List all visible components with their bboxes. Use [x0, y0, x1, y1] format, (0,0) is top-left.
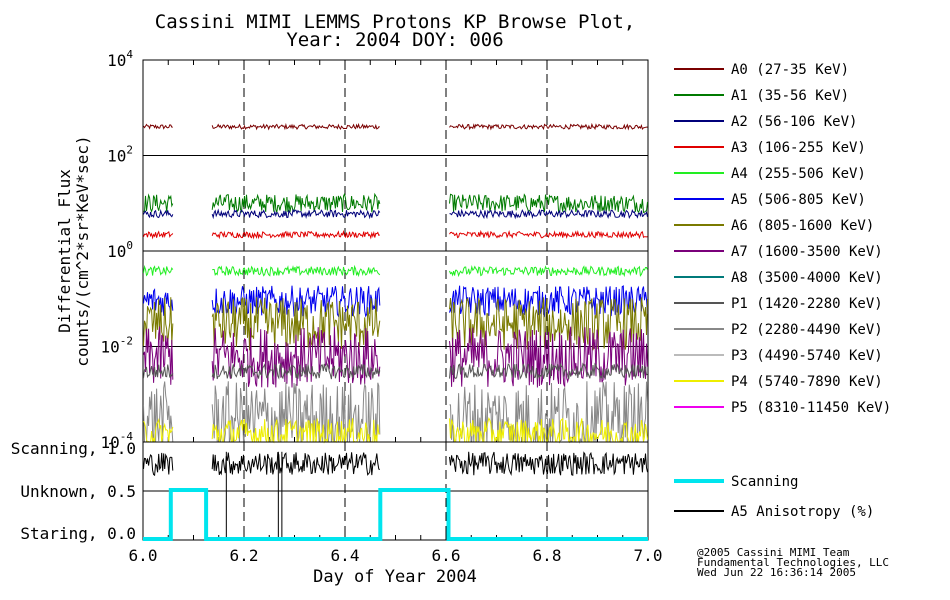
series-a4-line — [143, 264, 648, 278]
series-scanning-line — [143, 488, 648, 541]
status-y-tick-label: Unknown, 0.5 — [20, 482, 136, 501]
status-series-group — [143, 451, 648, 541]
x-tick-label: 6.0 — [129, 546, 158, 565]
flux-y-tick-label: 104 — [107, 48, 133, 70]
x-tick-label: 6.6 — [432, 546, 461, 565]
x-tick-labels: 6.0 6.2 6.4 6.6 6.8 7.0 — [129, 546, 663, 565]
flux-y-tick-label: 102 — [107, 144, 133, 166]
flux-series-group — [143, 122, 648, 444]
credit-line-2: Fundamental Technologies, LLC — [697, 556, 889, 569]
flux-y-tick-labels: 104 102 100 10-2 10-4 — [100, 48, 133, 452]
legend-label-a7: A7 (1600-3500 KeV) — [731, 244, 883, 260]
legend-label-a2: A2 (56-106 KeV) — [731, 114, 857, 130]
legend-label-a1: A1 (35-56 KeV) — [731, 88, 849, 104]
x-tick-label: 6.4 — [331, 546, 360, 565]
series-a5-line — [143, 285, 648, 318]
series-a2-line — [143, 208, 648, 220]
flux-y-axis-label-line1: Differential Flux — [55, 169, 74, 333]
legend-label-a8: A8 (3500-4000 KeV) — [731, 270, 883, 286]
status-y-tick-label: Staring, 0.0 — [20, 524, 136, 543]
flux-y-tick-label: 10-4 — [100, 430, 133, 452]
legend-label-p3: P3 (4490-5740 KeV) — [731, 348, 883, 364]
x-tick-label: 6.2 — [230, 546, 259, 565]
status-y-tick-labels: Scanning, 1.0 Unknown, 0.5 Staring, 0.0 — [11, 439, 136, 543]
series-a0-line — [143, 122, 648, 131]
legend-label-p4: P4 (5740-7890 KeV) — [731, 374, 883, 390]
x-tick-label: 6.8 — [533, 546, 562, 565]
flux-panel: 104 102 100 10-2 10-4 Differential Flux coun… — [55, 48, 649, 452]
legend-label-a0: A0 (27-35 KeV) — [731, 62, 849, 78]
x-tick-label: 7.0 — [634, 546, 663, 565]
legend-label-anisotropy: A5 Anisotropy (%) — [731, 504, 874, 520]
credit-line-1: @2005 Cassini MIMI Team — [697, 546, 850, 559]
legend-label-p1: P1 (1420-2280 KeV) — [731, 296, 883, 312]
x-axis-label: Day of Year 2004 — [313, 567, 477, 587]
flux-y-tick-label: 10-2 — [100, 335, 133, 357]
status-y-tick-label: Scanning, 1.0 — [11, 439, 136, 458]
series-p1-line — [143, 362, 648, 380]
series-a3-line — [143, 229, 648, 240]
chart-title-line2: Year: 2004 DOY: 006 — [286, 29, 503, 51]
legend-label-scanning: Scanning — [731, 474, 798, 490]
series-anisotropy-line — [143, 451, 648, 477]
status-legend: Scanning A5 Anisotropy (%) — [674, 474, 874, 520]
status-panel: Scanning, 1.0 Unknown, 0.5 Staring, 0.0 6.… — [11, 439, 663, 587]
series-a6-line — [143, 296, 648, 351]
credit-block: @2005 Cassini MIMI Team Fundamental Tech… — [697, 546, 889, 579]
legend-label-a4: A4 (255-506 KeV) — [731, 166, 866, 182]
legend-label-a3: A3 (106-255 KeV) — [731, 140, 866, 156]
credit-line-3: Wed Jun 22 16:36:14 2005 — [697, 566, 856, 579]
legend-label-a6: A6 (805-1600 KeV) — [731, 218, 874, 234]
flux-y-tick-label: 100 — [107, 239, 133, 261]
chart-title-line1: Cassini MIMI LEMMS Protons KP Browse Plo… — [155, 11, 635, 33]
series-p2-line — [143, 381, 648, 444]
flux-y-axis-label-line2: counts/(cm^2*sr*KeV*sec) — [73, 135, 92, 366]
legend-label-a5: A5 (506-805 KeV) — [731, 192, 866, 208]
flux-gridlines — [142, 60, 649, 442]
legend-label-p5: P5 (8310-11450 KeV) — [731, 400, 891, 416]
legend-label-p2: P2 (2280-4490 KeV) — [731, 322, 883, 338]
flux-legend: A0 (27-35 KeV) A1 (35-56 KeV) A2 (56-106 K… — [674, 62, 891, 416]
series-a1-line — [143, 192, 648, 214]
